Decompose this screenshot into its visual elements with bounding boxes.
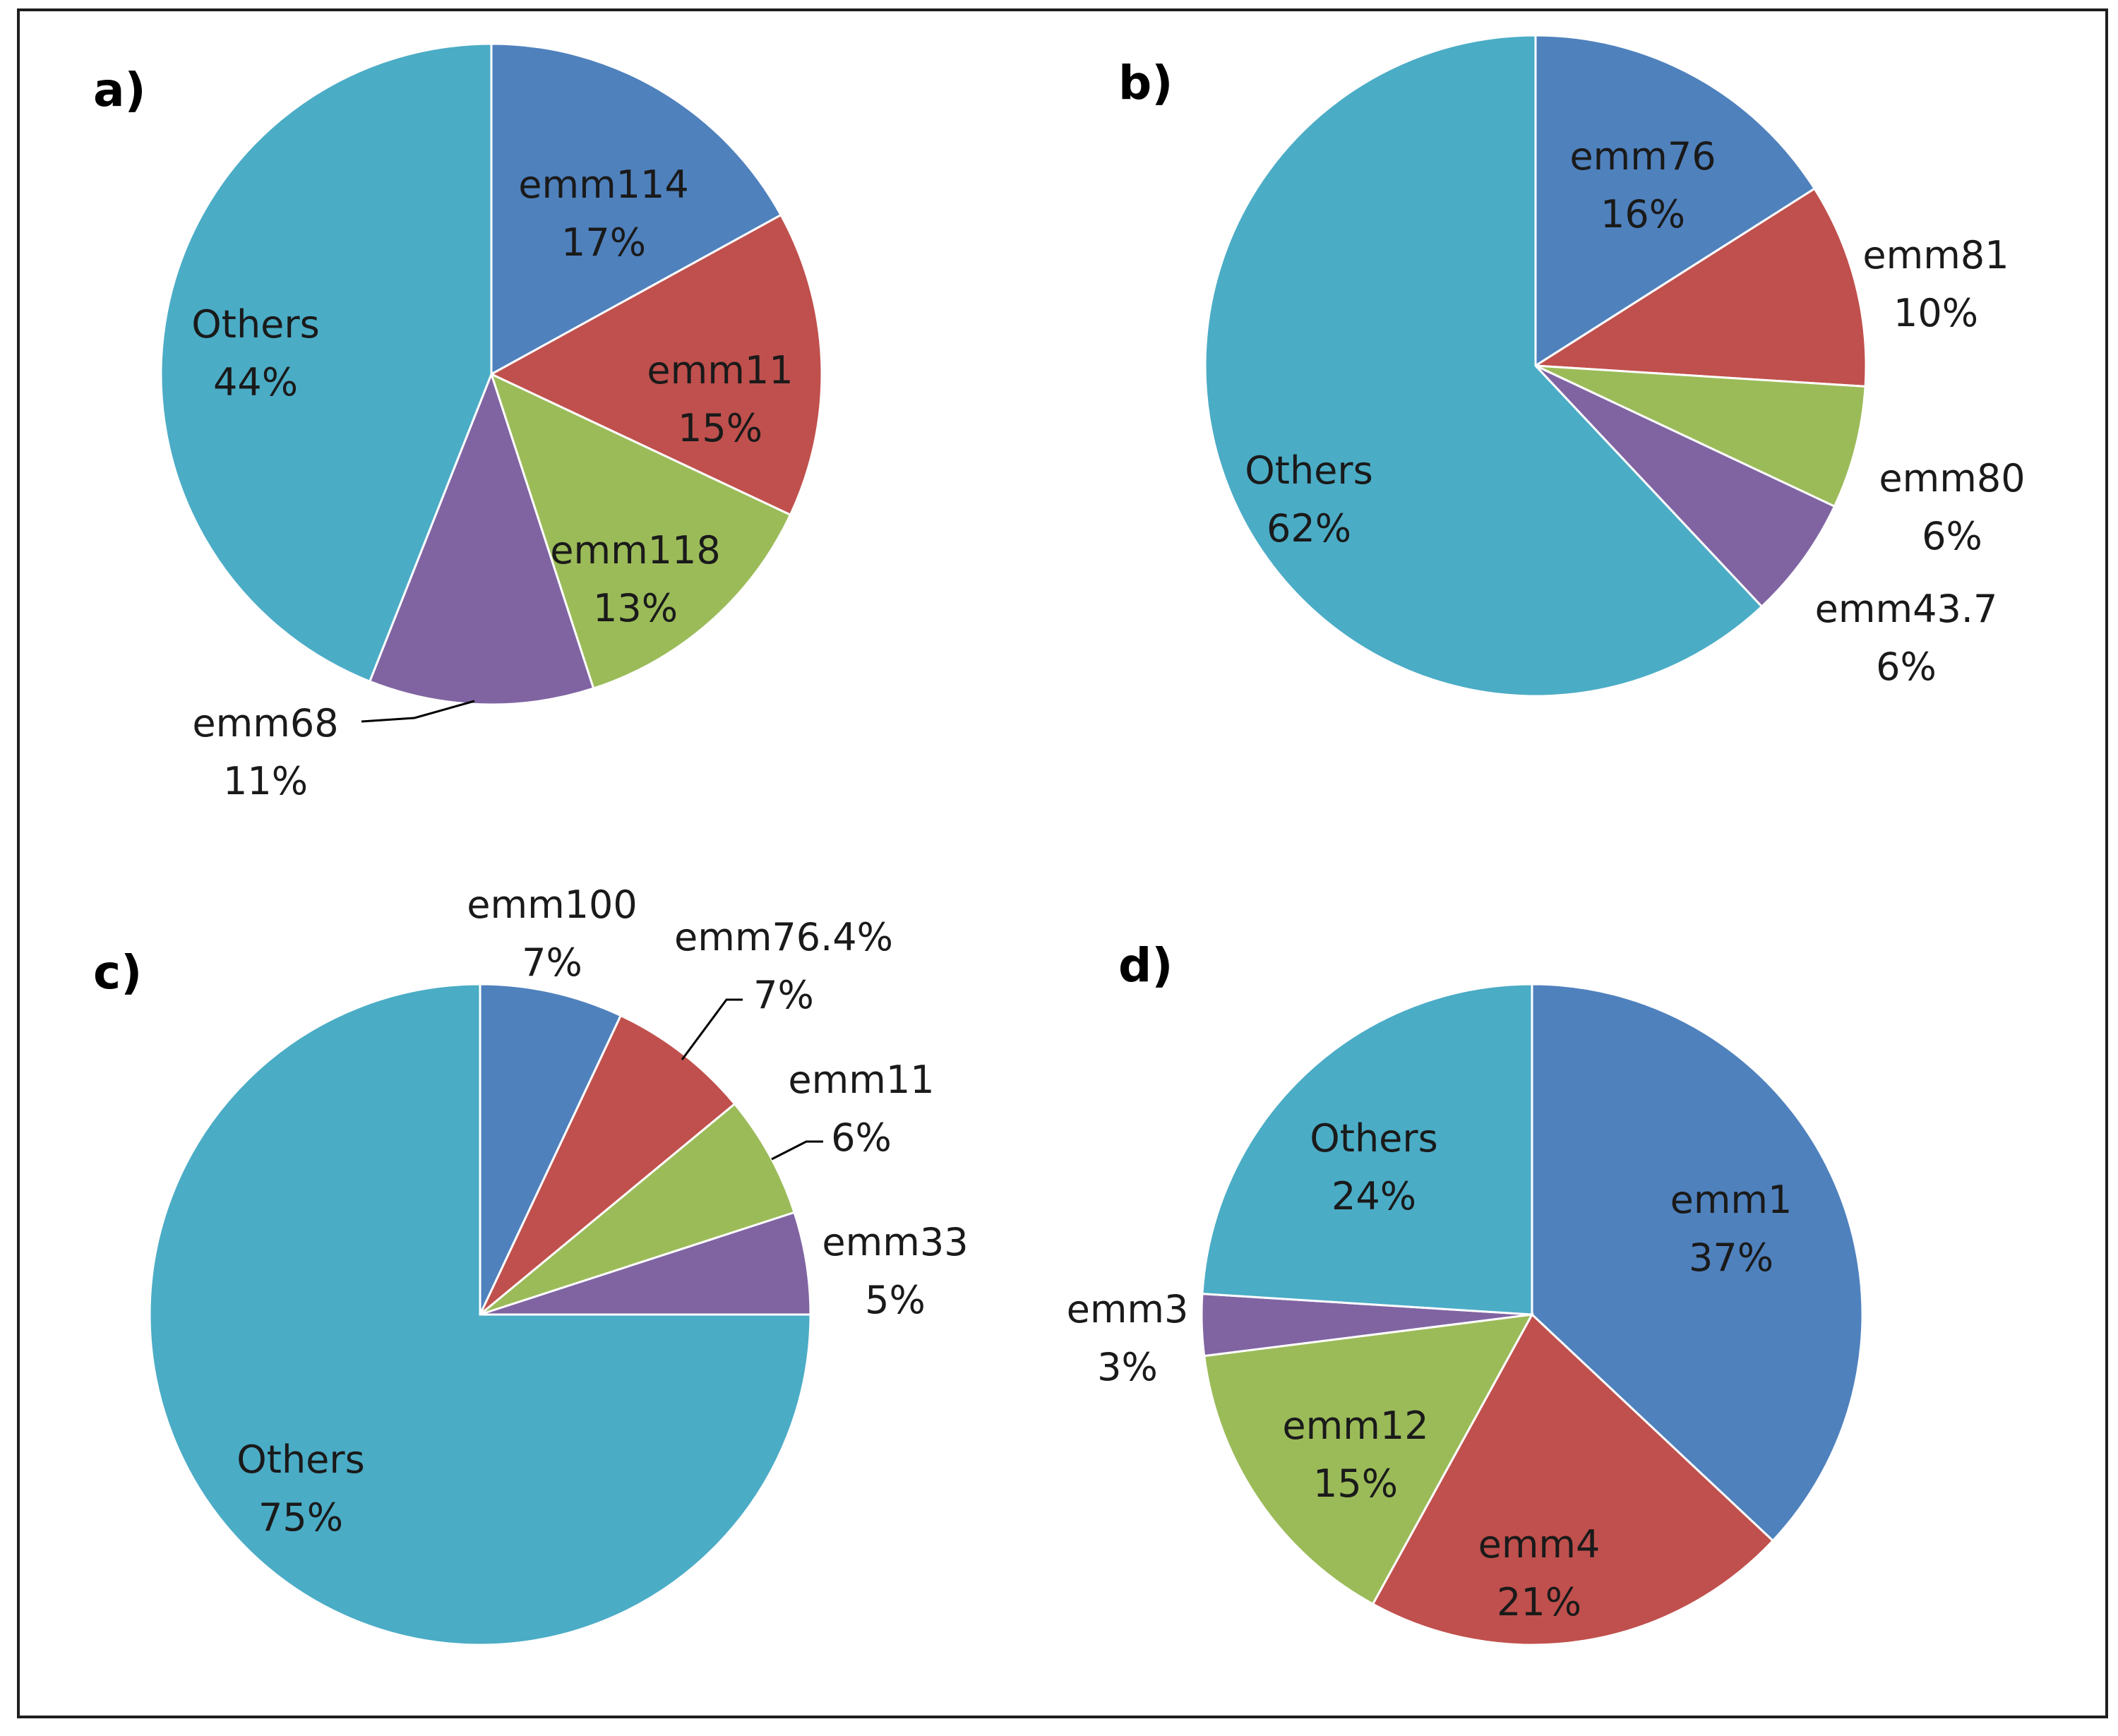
- slice-percent-label: 15%: [1313, 1461, 1398, 1506]
- slice-name-label: Others: [191, 302, 319, 347]
- panel-label-b: b): [1118, 56, 1173, 110]
- slice-name-label: emm33: [822, 1220, 968, 1264]
- slice-name-label: emm11: [647, 348, 793, 393]
- slice-percent-label: 17%: [561, 220, 646, 265]
- pie-chart-d: d) emm1 37% emm4 21% emm12 15% emm3 3% Others 24%: [1067, 938, 1864, 1646]
- pie-chart-b: b) emm76 16% emm81 10% emm80 6% emm43.7 6% Other…: [1118, 34, 2026, 698]
- pie-slice-emm118: [489, 372, 792, 690]
- slice-name-label: emm11: [788, 1058, 934, 1102]
- pie-slice-emm1: [1531, 983, 1864, 1543]
- slice-name-label: emm81: [1862, 233, 2009, 277]
- panel-label-a: a): [93, 63, 146, 117]
- slice-percent-label: 6%: [1876, 645, 1937, 689]
- leader-line-emm11: [771, 1140, 823, 1161]
- pie-slice-emm4: [1371, 1312, 1775, 1646]
- slice-name-label: emm1: [1670, 1178, 1793, 1222]
- slice-percent-label: 16%: [1601, 192, 1685, 237]
- pie-slice-emm76: [1534, 34, 1817, 368]
- pie-slice-others: [148, 983, 812, 1646]
- slice-percent-label: 37%: [1689, 1235, 1773, 1280]
- pie-slice-emm43-7: [1534, 364, 1836, 609]
- leader-line-emm76-4: [681, 998, 743, 1060]
- slice-percent-label: 11%: [223, 759, 308, 803]
- pie-slice-others: [1204, 34, 1764, 698]
- pie-slice-emm81: [1532, 187, 1867, 388]
- slice-name-label: emm68: [192, 701, 338, 746]
- slice-name-label: emm118: [550, 528, 721, 573]
- slice-percent-label: 6%: [831, 1115, 892, 1160]
- leader-line-emm68: [361, 700, 475, 723]
- slice-percent-label: 15%: [678, 406, 762, 450]
- pie-chart-c: c) emm100 7% emm76.4% 7% emm11 6% emm33 5% Other…: [93, 882, 969, 1646]
- pie-slice-emm33: [479, 1211, 812, 1316]
- slice-name-label: emm80: [1879, 456, 2025, 501]
- slice-percent-label: 5%: [865, 1278, 926, 1322]
- slice-percent-label: 3%: [1097, 1345, 1158, 1389]
- pie-chart-a: a) emm114 17% emm11 15% emm118 13% emm68 11% Oth…: [93, 42, 823, 803]
- slice-name-label: emm43.7: [1815, 587, 1998, 631]
- slice-name-label: emm3: [1067, 1287, 1189, 1331]
- slice-percent-label: 62%: [1267, 506, 1351, 551]
- slice-name-label: Others: [237, 1437, 364, 1482]
- slice-percent-label: 10%: [1893, 291, 1978, 335]
- pie-slice-emm12: [1203, 1313, 1534, 1606]
- slice-percent-label: 44%: [213, 360, 298, 405]
- slice-name-label: Others: [1245, 448, 1372, 493]
- slice-percent-label: 7%: [522, 940, 582, 985]
- slice-name-label: emm114: [518, 162, 689, 207]
- slice-percent-label: 6%: [1922, 514, 1982, 558]
- pie-slice-emm80: [1535, 364, 1867, 508]
- pie-slice-emm76-4: [479, 1014, 736, 1316]
- slice-percent-label: 21%: [1497, 1580, 1581, 1624]
- slice-name-label: emm76.4%: [674, 915, 893, 959]
- pie-slice-emm11: [489, 213, 823, 517]
- slice-percent-label: 75%: [258, 1495, 343, 1540]
- slice-name-label: Others: [1310, 1116, 1437, 1161]
- slice-percent-label: 7%: [753, 973, 814, 1017]
- pie-slice-others: [1201, 983, 1533, 1316]
- slice-percent-label: 13%: [593, 586, 678, 630]
- slice-name-label: emm12: [1282, 1403, 1428, 1448]
- pie-slice-emm11: [479, 1102, 796, 1316]
- pie-slice-emm100: [479, 983, 623, 1315]
- panel-label-d: d): [1118, 938, 1173, 993]
- slice-percent-label: 24%: [1332, 1174, 1416, 1219]
- slice-name-label: emm100: [467, 882, 638, 927]
- slice-name-label: emm4: [1478, 1522, 1601, 1567]
- panel-label-c: c): [93, 945, 142, 1000]
- pie-slice-emm68: [368, 371, 595, 706]
- slice-name-label: emm76: [1569, 134, 1716, 179]
- pie-slice-emm114: [490, 42, 783, 376]
- pie-slice-others: [160, 42, 493, 683]
